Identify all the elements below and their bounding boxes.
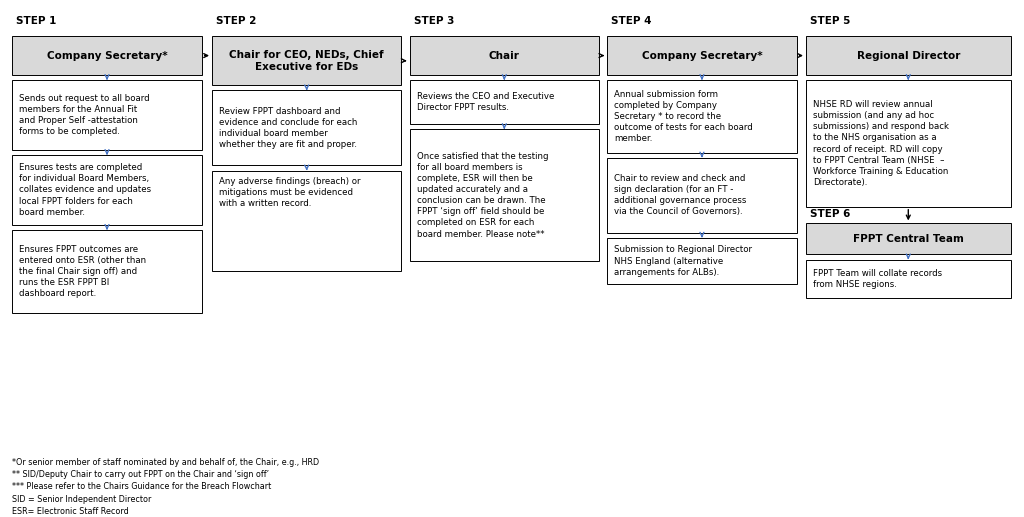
- Text: Chair to review and check and
sign declaration (for an FT -
additional governanc: Chair to review and check and sign decla…: [614, 174, 746, 216]
- Text: STEP 4: STEP 4: [611, 16, 652, 25]
- Bar: [607, 80, 797, 153]
- Bar: [806, 36, 1011, 75]
- Text: Regional Director: Regional Director: [857, 51, 959, 60]
- Bar: [212, 36, 401, 85]
- Text: STEP 3: STEP 3: [414, 16, 454, 25]
- Text: *** Please refer to the Chairs Guidance for the Breach Flowchart: *** Please refer to the Chairs Guidance …: [12, 482, 271, 491]
- Bar: [607, 238, 797, 284]
- Bar: [12, 155, 202, 225]
- Text: Submission to Regional Director
NHS England (alternative
arrangements for ALBs).: Submission to Regional Director NHS Engl…: [614, 246, 753, 277]
- Text: STEP 6: STEP 6: [810, 209, 850, 219]
- Text: NHSE RD will review annual
submission (and any ad hoc
submissions) and respond b: NHSE RD will review annual submission (a…: [813, 100, 949, 187]
- Text: Chair: Chair: [488, 51, 520, 60]
- Bar: [12, 230, 202, 313]
- Bar: [212, 90, 401, 165]
- Bar: [410, 129, 599, 261]
- Text: Company Secretary*: Company Secretary*: [642, 51, 762, 60]
- Text: STEP 2: STEP 2: [216, 16, 256, 25]
- Bar: [410, 80, 599, 124]
- Bar: [12, 80, 202, 150]
- Text: FPPT Central Team: FPPT Central Team: [853, 234, 964, 244]
- Text: Company Secretary*: Company Secretary*: [47, 51, 167, 60]
- Bar: [806, 223, 1011, 254]
- Text: *Or senior member of staff nominated by and behalf of, the Chair, e.g., HRD: *Or senior member of staff nominated by …: [12, 458, 319, 466]
- Text: Sends out request to all board
members for the Annual Fit
and Proper Self -attes: Sends out request to all board members f…: [19, 94, 151, 136]
- Text: SID = Senior Independent Director: SID = Senior Independent Director: [12, 495, 152, 504]
- Text: ** SID/Deputy Chair to carry out FPPT on the Chair and ‘sign off’: ** SID/Deputy Chair to carry out FPPT on…: [12, 470, 269, 479]
- Text: Once satisfied that the testing
for all board members is
complete, ESR will then: Once satisfied that the testing for all …: [417, 152, 548, 238]
- Text: FPPT Team will collate records
from NHSE regions.: FPPT Team will collate records from NHSE…: [813, 269, 942, 289]
- Bar: [410, 36, 599, 75]
- Bar: [607, 36, 797, 75]
- Bar: [212, 171, 401, 271]
- Text: Reviews the CEO and Executive
Director FPPT results.: Reviews the CEO and Executive Director F…: [417, 92, 554, 112]
- Text: STEP 1: STEP 1: [16, 16, 56, 25]
- Text: STEP 5: STEP 5: [810, 16, 850, 25]
- Text: Review FPPT dashboard and
evidence and conclude for each
individual board member: Review FPPT dashboard and evidence and c…: [219, 107, 357, 149]
- Text: Any adverse findings (breach) or
mitigations must be evidenced
with a written re: Any adverse findings (breach) or mitigat…: [219, 177, 360, 208]
- Text: Ensures FPPT outcomes are
entered onto ESR (other than
the final Chair sign off): Ensures FPPT outcomes are entered onto E…: [19, 245, 146, 298]
- Text: ESR= Electronic Staff Record: ESR= Electronic Staff Record: [12, 507, 129, 516]
- Bar: [806, 80, 1011, 207]
- Text: Ensures tests are completed
for individual Board Members,
collates evidence and : Ensures tests are completed for individu…: [19, 163, 152, 217]
- Bar: [806, 260, 1011, 298]
- Bar: [607, 158, 797, 233]
- Text: Annual submission form
completed by Company
Secretary * to record the
outcome of: Annual submission form completed by Comp…: [614, 89, 753, 143]
- Bar: [12, 36, 202, 75]
- Text: Chair for CEO, NEDs, Chief
Executive for EDs: Chair for CEO, NEDs, Chief Executive for…: [229, 50, 384, 72]
